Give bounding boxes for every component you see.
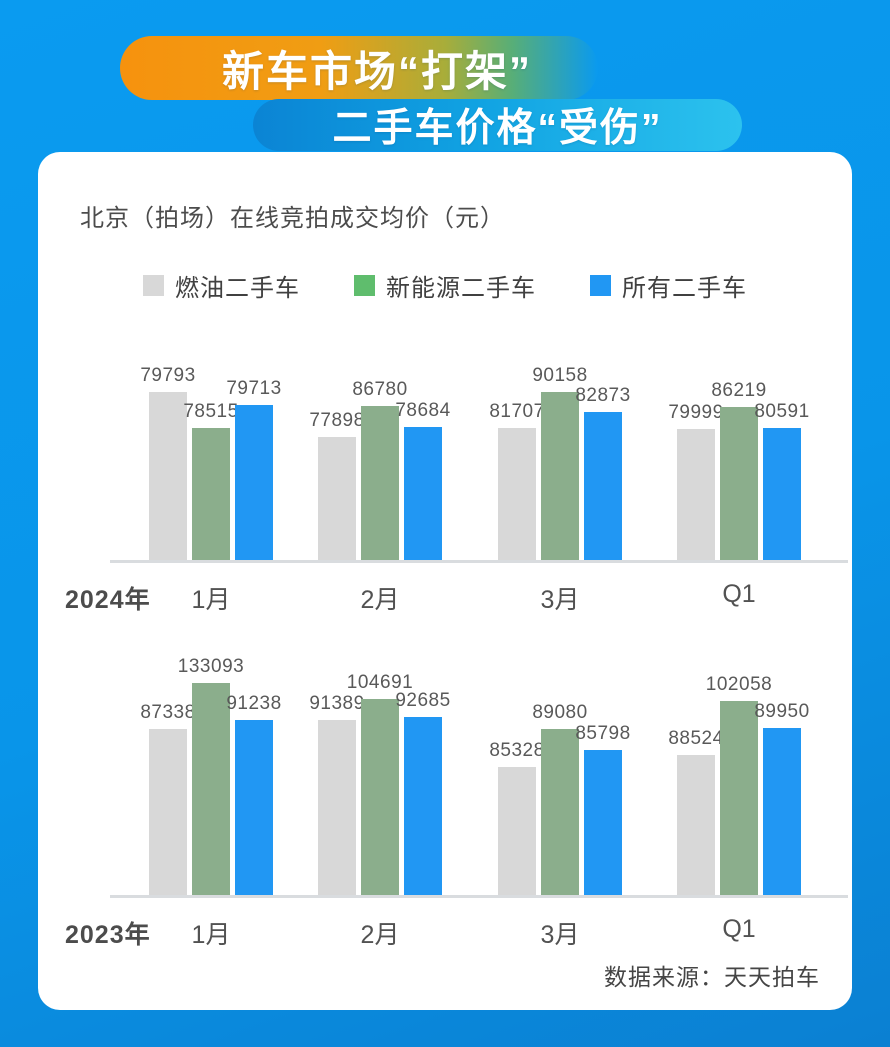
value-label-fuel-2023年-3月: 85328 [489,740,545,761]
legend: 燃油二手车 新能源二手车 所有二手车 [38,268,852,303]
value-label-nev-2023年-3月: 89080 [532,702,588,723]
bar-all-2023年-1月 [235,720,273,895]
value-label-all-2023年-1月: 91238 [226,693,282,714]
category-label-2023年-2月: 2月 [360,921,400,949]
bar-fuel-2023年-2月 [318,720,356,895]
plot-2024: 79793 78515 79713 77898 86780 78684 81707 90158… [38,345,852,563]
headline-line1: 新车市场“打架” [221,47,532,95]
legend-chip-fuel [143,275,164,296]
bar-group-2024年-1月: 79793 78515 79713 [140,342,281,560]
bar-fuel-2023年-3月 [498,767,536,895]
bar-group-2024年-3月: 81707 90158 82873 [489,342,630,560]
axis-line-2024 [110,560,848,563]
legend-label-nev: 新能源二手车 [386,275,536,302]
category-label-2024年-Q1: Q1 [722,580,756,608]
bar-all-2024年-Q1 [763,428,801,560]
bar-all-2024年-2月 [404,427,442,560]
value-label-all-2023年-Q1: 89950 [754,701,810,722]
axis-row-2023: 2023年 1月 2月 3月 Q1 [38,915,852,949]
bar-nev-2023年-Q1 [720,701,758,895]
value-label-all-2023年-3月: 85798 [575,723,631,744]
category-label-2023年-3月: 3月 [540,921,580,949]
bar-group-2023年-2月: 91389 104691 92685 [309,650,450,895]
legend-label-fuel: 燃油二手车 [175,275,300,302]
bar-group-2023年-Q1: 88524 102058 89950 [668,650,809,895]
value-label-fuel-2024年-1月: 79793 [140,365,196,386]
value-label-nev-2023年-1月: 133093 [177,656,245,677]
headline-line2: 二手车价格“受伤” [332,107,663,150]
value-label-nev-2024年-2月: 86780 [352,379,408,400]
bar-fuel-2024年-3月 [498,428,536,560]
bar-all-2023年-2月 [404,717,442,895]
value-label-nev-2023年-2月: 104691 [346,672,414,693]
bar-all-2024年-3月 [584,412,622,560]
value-label-fuel-2024年-Q1: 79999 [668,402,724,423]
bar-group-2024年-Q1: 79999 86219 80591 [668,342,809,560]
value-label-fuel-2023年-2月: 91389 [309,693,365,714]
bar-nev-2023年-1月 [192,683,230,895]
year-label-2024: 2024年 [65,586,151,614]
bar-nev-2024年-2月 [361,406,399,560]
bar-all-2024年-1月 [235,405,273,560]
value-label-fuel-2024年-2月: 77898 [309,410,365,431]
value-label-fuel-2023年-1月: 87338 [140,702,196,723]
bar-nev-2024年-Q1 [720,407,758,560]
value-label-nev-2024年-Q1: 86219 [711,380,767,401]
bar-group-2023年-3月: 85328 89080 85798 [489,650,630,895]
bar-all-2023年-Q1 [763,728,801,895]
year-label-2023: 2023年 [65,921,151,949]
category-label-2024年-1月: 1月 [191,586,231,614]
legend-label-all: 所有二手车 [622,275,747,302]
bar-nev-2023年-3月 [541,729,579,895]
value-label-fuel-2023年-Q1: 88524 [668,728,724,749]
value-label-nev-2024年-3月: 90158 [532,365,588,386]
bar-fuel-2023年-Q1 [677,755,715,895]
headline-pill-1: 新车市场“打架” [120,36,598,100]
value-label-all-2024年-1月: 79713 [226,378,282,399]
source-note: 数据来源：天天拍车 [604,964,820,990]
value-label-fuel-2024年-3月: 81707 [489,401,545,422]
chart-card: 北京（拍场）在线竞拍成交均价（元） 燃油二手车 新能源二手车 所有二手车 79793… [38,152,852,1010]
bar-group-2024年-2月: 77898 86780 78684 [309,342,450,560]
bar-nev-2024年-1月 [192,428,230,560]
headline-pill-2: 二手车价格“受伤” [253,99,742,151]
bar-group-2023年-1月: 87338 133093 91238 [140,650,281,895]
bar-fuel-2023年-1月 [149,729,187,895]
category-label-2024年-2月: 2月 [360,586,400,614]
value-label-nev-2023年-Q1: 102058 [705,674,773,695]
legend-item-fuel: 燃油二手车 [143,268,300,303]
axis-row-2024: 2024年 1月 2月 3月 Q1 [38,580,852,614]
chart-title: 北京（拍场）在线竞拍成交均价（元） [80,205,505,232]
plot-2023: 87338 133093 91238 91389 104691 92685 85328 890… [38,653,852,898]
axis-line-2023 [110,895,848,898]
bar-nev-2024年-3月 [541,392,579,560]
value-label-all-2024年-Q1: 80591 [754,401,810,422]
category-label-2024年-3月: 3月 [540,586,580,614]
bar-fuel-2024年-1月 [149,392,187,560]
value-label-all-2023年-2月: 92685 [395,690,451,711]
value-label-nev-2024年-1月: 78515 [183,401,239,422]
bar-fuel-2024年-Q1 [677,429,715,560]
legend-item-all: 所有二手车 [590,268,747,303]
bar-nev-2023年-2月 [361,699,399,895]
category-label-2023年-Q1: Q1 [722,915,756,943]
bar-all-2023年-3月 [584,750,622,895]
legend-chip-nev [354,275,375,296]
bar-fuel-2024年-2月 [318,437,356,560]
legend-item-nev: 新能源二手车 [354,268,536,303]
value-label-all-2024年-3月: 82873 [575,385,631,406]
category-label-2023年-1月: 1月 [191,921,231,949]
legend-chip-all [590,275,611,296]
value-label-all-2024年-2月: 78684 [395,400,451,421]
